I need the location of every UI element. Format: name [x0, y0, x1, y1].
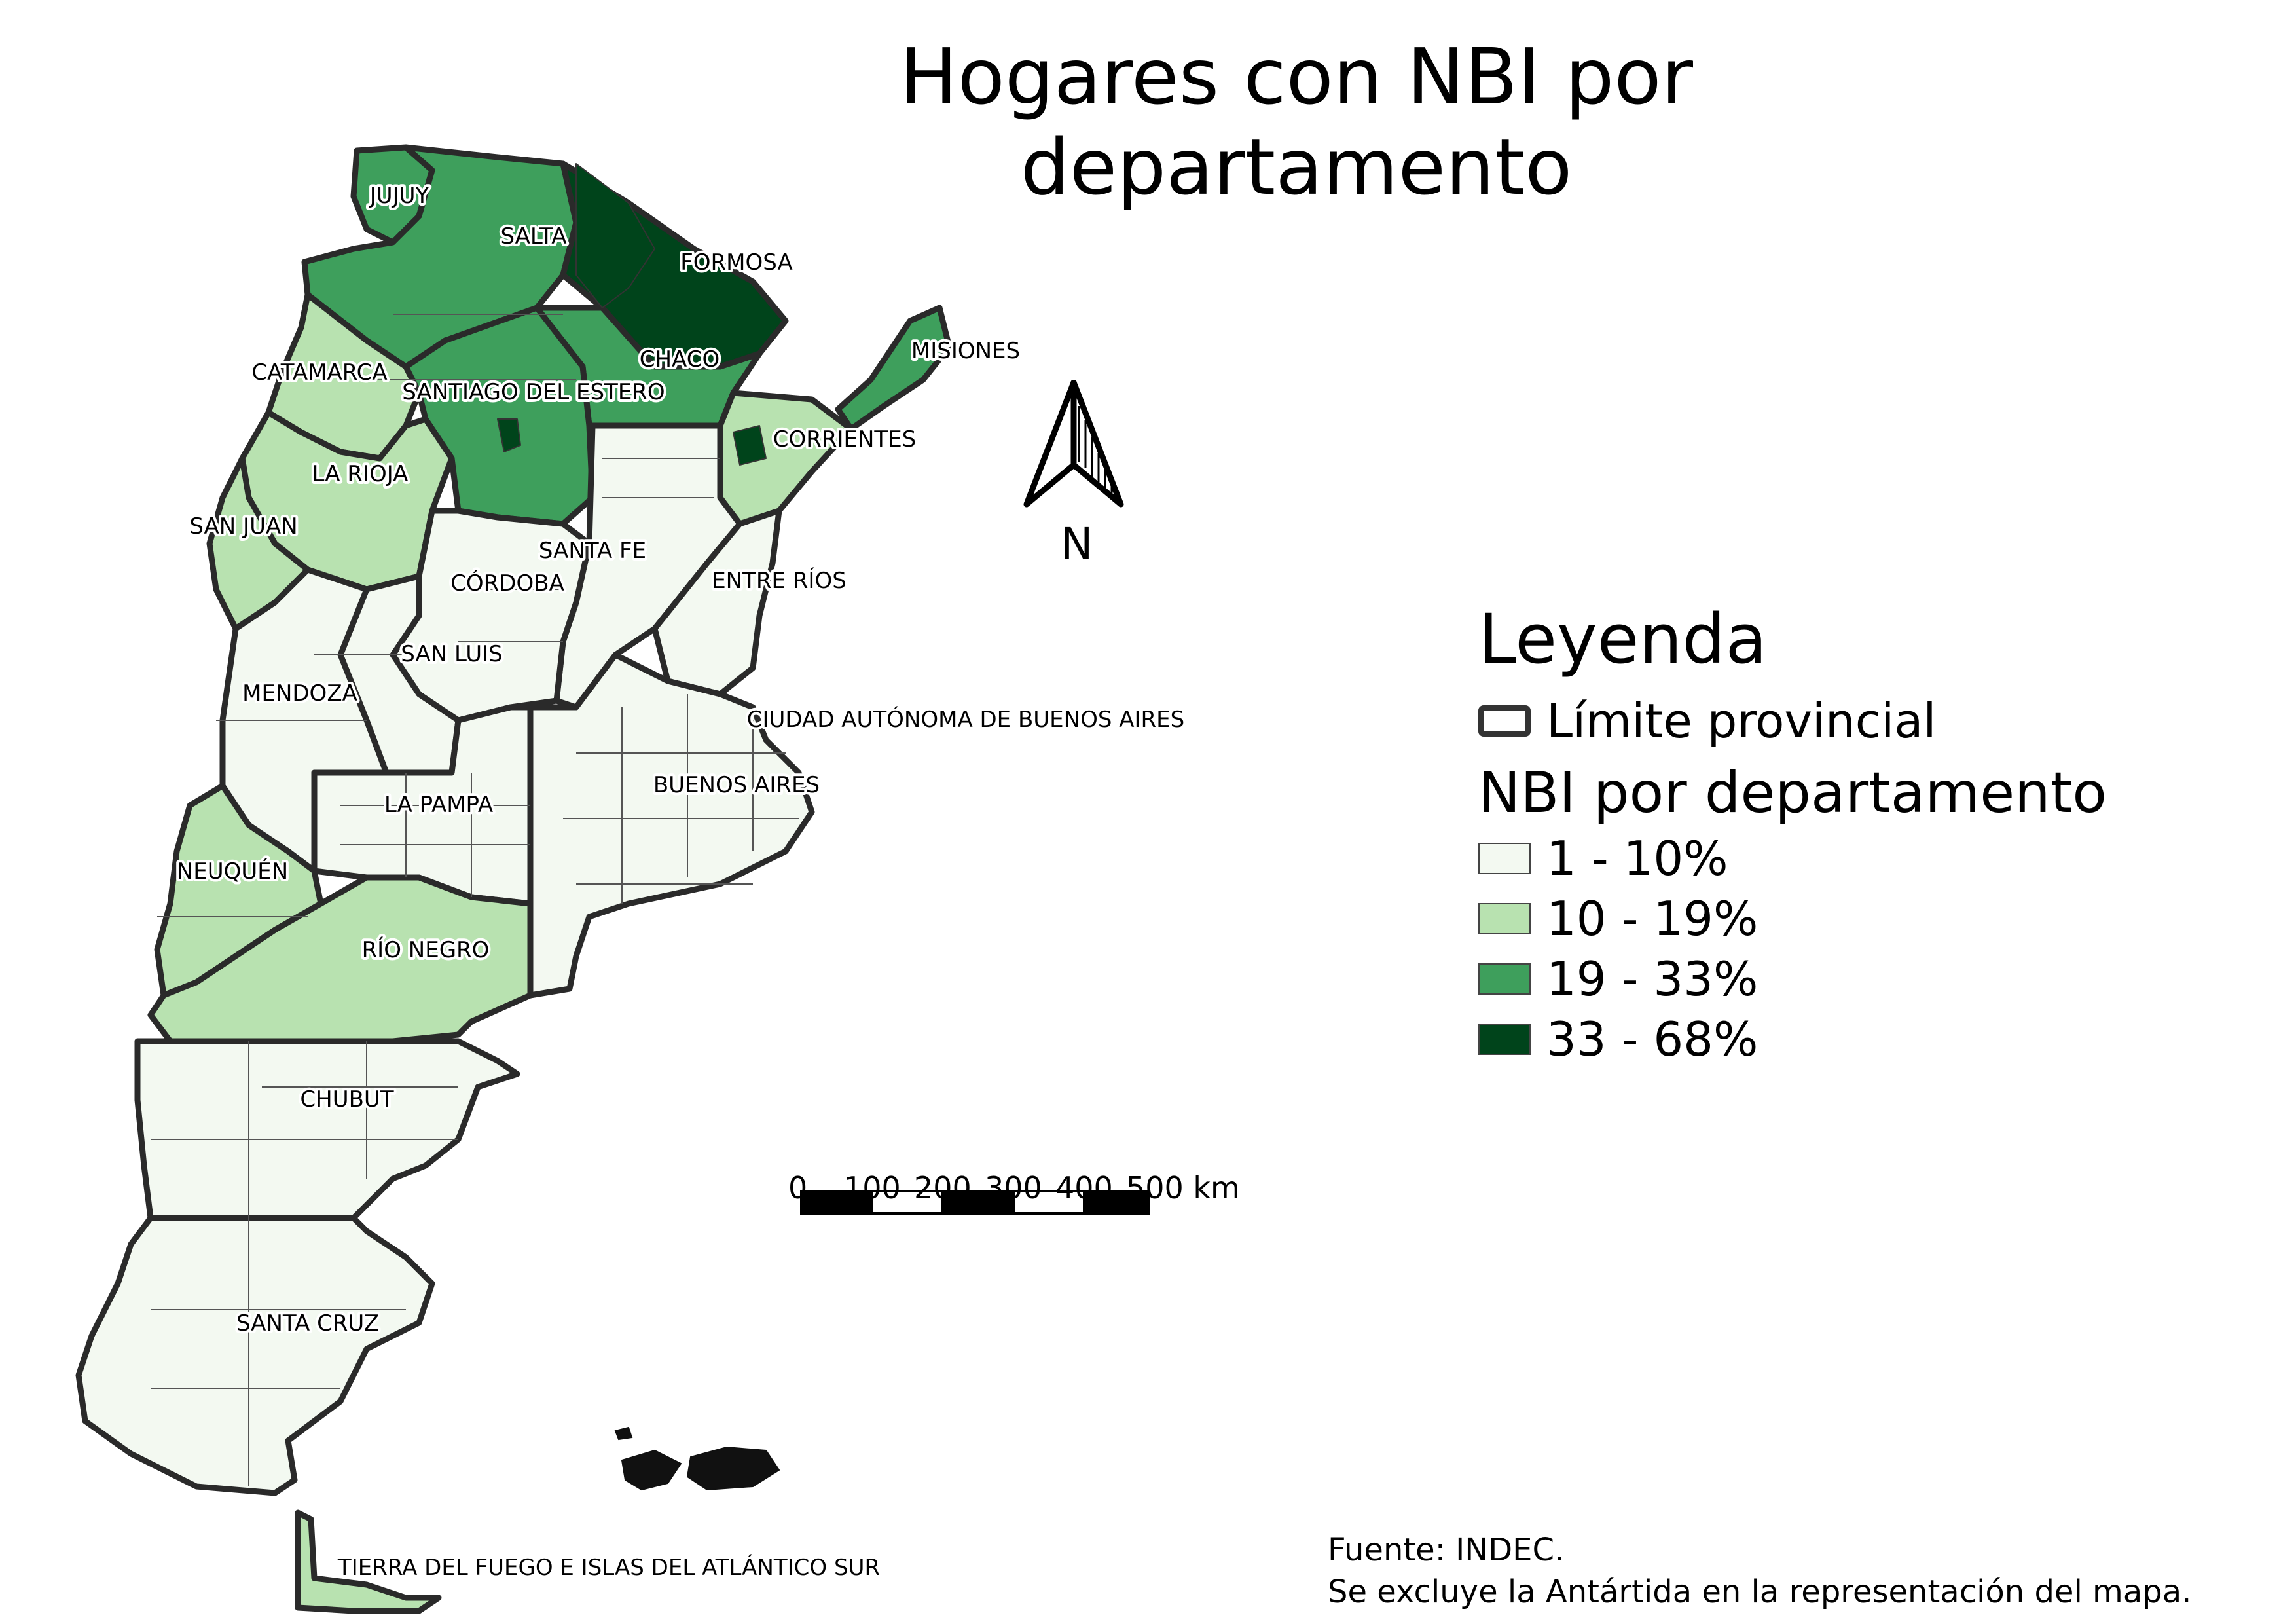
class-swatch [1478, 843, 1531, 874]
province-label: LA PAMPA [384, 792, 493, 818]
island [614, 1426, 633, 1441]
map-title: Hogares con NBI por departamento [899, 31, 1694, 212]
class-label: 1 - 10% [1546, 831, 1728, 886]
class-label: 33 - 68% [1546, 1012, 1758, 1067]
legend-class-item: 10 - 19% [1478, 891, 2107, 946]
province-label: SAN JUAN [189, 513, 297, 540]
legend-title: Leyenda [1478, 599, 1768, 679]
province-label: SALTA [500, 223, 566, 249]
legend-boundary-item: Límite provincial [1478, 693, 2107, 748]
province-label: CHACO [640, 346, 720, 373]
province-label: CIUDAD AUTÓNOMA DE BUENOS AIRES [747, 706, 1184, 733]
province-label: JUJUY [369, 183, 429, 209]
scale-tick-label: 500 km [1126, 1170, 1240, 1206]
scale-segment [800, 1190, 873, 1215]
province-label: SANTA FE [539, 538, 646, 564]
province-label: MISIONES [911, 338, 1020, 364]
scale-bar [800, 1190, 1150, 1215]
exclusion-note: Se excluye la Antártida en la representa… [1328, 1574, 2192, 1610]
scale-tick-label: 300 [985, 1170, 1042, 1206]
province-label: ENTRE RÍOS [712, 567, 847, 594]
class-swatch [1478, 963, 1531, 995]
scale-segment [1083, 1190, 1150, 1215]
island [621, 1449, 682, 1491]
province-label: SANTA CRUZ [236, 1310, 379, 1337]
legend: Leyenda Límite provincial NBI por depart… [1478, 599, 2107, 1067]
class-swatch [1478, 1024, 1531, 1055]
scale-segment [871, 1190, 944, 1215]
department-high-nbi[interactable] [575, 163, 655, 308]
scale-tick-label: 200 [914, 1170, 972, 1206]
province-label: TIERRA DEL FUEGO E ISLAS DEL ATLÁNTICO S… [337, 1554, 880, 1581]
scale-tick-label: 0 [788, 1170, 808, 1206]
north-arrow-icon [1021, 379, 1126, 520]
scale-labels: 0 100 200 300 400 500 km [783, 1170, 1241, 1209]
province-label: LA RIOJA [312, 461, 409, 487]
legend-class-item: 33 - 68% [1478, 1012, 2107, 1067]
source-note: Fuente: INDEC. Se excluye la Antártida e… [1328, 1529, 2191, 1613]
province-label: SANTIAGO DEL ESTERO [402, 379, 665, 405]
source-line: Fuente: INDEC. [1328, 1532, 1565, 1568]
province-label: MENDOZA [242, 680, 357, 707]
boundary-swatch [1478, 705, 1531, 737]
province-tierra-del-fuego-e-islas-del-atlántico-sur[interactable] [295, 1509, 442, 1614]
scale-segment [941, 1190, 1015, 1215]
province-santa-cruz[interactable] [75, 1215, 435, 1496]
province-label: CORRIENTES [773, 426, 917, 452]
department-high-nbi[interactable] [733, 425, 767, 466]
province-buenos-aires[interactable] [527, 652, 815, 999]
island [686, 1446, 780, 1491]
class-label: 10 - 19% [1546, 891, 1758, 946]
province-misiones[interactable] [835, 304, 953, 432]
province-label: CHUBUT [300, 1086, 393, 1113]
province-label: CÓRDOBA [450, 570, 564, 597]
province-label: FORMOSA [680, 249, 793, 276]
north-label: N [1061, 519, 1093, 569]
province-label: SAN LUIS [401, 641, 502, 667]
class-label: 19 - 33% [1546, 951, 1758, 1006]
legend-nbi-title: NBI por departamento [1478, 760, 2107, 826]
scale-tick-label: 100 [843, 1170, 901, 1206]
province-label: CATAMARCA [251, 360, 387, 386]
province-chubut[interactable] [134, 1038, 520, 1221]
boundary-label: Límite provincial [1546, 693, 1937, 748]
class-swatch [1478, 903, 1531, 934]
province-label: NEUQUÉN [177, 858, 288, 885]
province-label: BUENOS AIRES [653, 772, 820, 798]
scale-tick-label: 400 [1055, 1170, 1113, 1206]
legend-class-item: 1 - 10% [1478, 831, 2107, 886]
legend-class-item: 19 - 33% [1478, 951, 2107, 1006]
province-label: RÍO NEGRO [362, 936, 490, 963]
department-high-nbi[interactable] [497, 418, 521, 452]
